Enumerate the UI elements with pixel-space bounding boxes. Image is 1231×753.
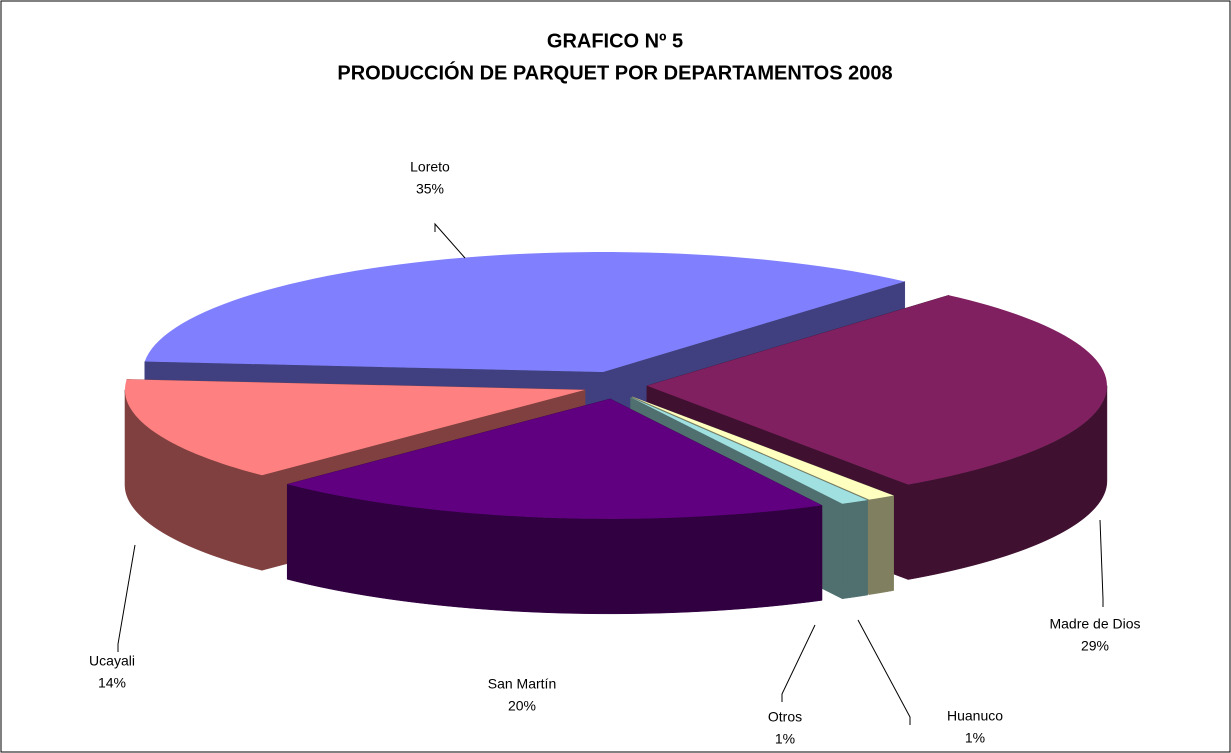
value-label: 1% (965, 730, 985, 746)
slice-wall (842, 499, 868, 600)
category-label: San Martín (488, 676, 556, 692)
category-label: Madre de Dios (1049, 616, 1140, 632)
leader-line (857, 619, 911, 725)
category-label: Huanuco (947, 708, 1003, 724)
category-label: Otros (768, 709, 802, 725)
value-label: 29% (1081, 638, 1109, 654)
pie-slice (630, 397, 868, 504)
value-label: 35% (416, 181, 444, 197)
leader-line (781, 624, 816, 702)
chart-subtitle: PRODUCCIÓN DE PARQUET POR DEPARTAMENTOS … (337, 60, 892, 84)
chart-title: GRAFICO Nº 5 (547, 30, 683, 52)
value-label: 20% (508, 698, 536, 714)
pie-slice (646, 295, 1107, 485)
pie-slice (124, 379, 585, 476)
leader-line (117, 544, 136, 652)
pie-slice (632, 396, 894, 500)
value-label: 1% (775, 731, 795, 747)
leader-line (434, 222, 466, 259)
pie-slice (287, 398, 822, 519)
category-label: Ucayali (89, 653, 135, 669)
pie-slice (144, 252, 905, 373)
category-label: Loreto (410, 159, 450, 175)
slice (286, 398, 823, 615)
leader-line (1099, 519, 1104, 607)
value-label: 14% (98, 675, 126, 691)
slice-wall (869, 495, 894, 595)
